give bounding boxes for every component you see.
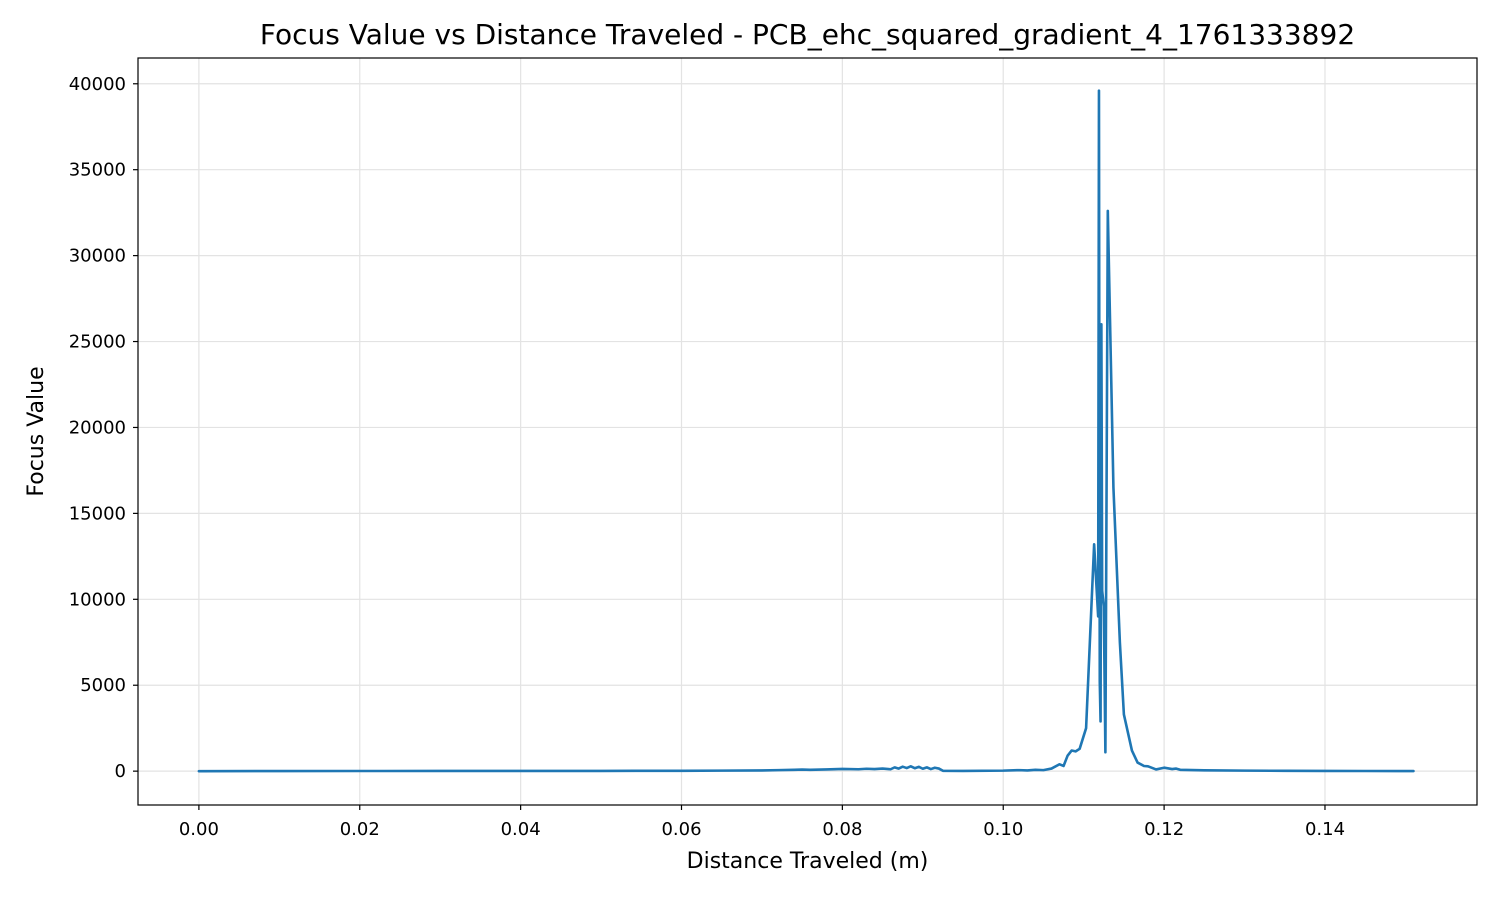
x-tick-label: 0.04: [501, 819, 541, 840]
y-tick-label: 35000: [69, 160, 126, 181]
x-tick-label: 0.12: [1144, 819, 1184, 840]
y-tick-label: 0: [115, 761, 126, 782]
y-axis-label: Focus Value: [24, 366, 49, 496]
x-tick-label: 0.08: [822, 819, 862, 840]
y-tick-label: 15000: [69, 503, 126, 524]
series-layer: [197, 89, 1415, 773]
y-tick-label: 25000: [69, 332, 126, 353]
x-axis-label: Distance Traveled (m): [687, 849, 929, 874]
y-tick-label: 5000: [80, 675, 126, 696]
series-line-0: [197, 89, 1415, 773]
y-tick-label: 20000: [69, 417, 126, 438]
x-tick-label: 0.06: [661, 819, 701, 840]
x-tick-label: 0.00: [179, 819, 219, 840]
x-tick-label: 0.10: [983, 819, 1023, 840]
x-tick-label: 0.14: [1305, 819, 1345, 840]
grid: [138, 58, 1477, 805]
y-tick-label: 40000: [69, 74, 126, 95]
chart-title: Focus Value vs Distance Traveled - PCB_e…: [260, 18, 1355, 51]
y-tick-label: 10000: [69, 589, 126, 610]
y-tick-label: 30000: [69, 246, 126, 267]
plot-frame: [137, 57, 1478, 806]
x-tick-label: 0.02: [340, 819, 380, 840]
ticks: 0.00 0.02 0.04 0.06 0.08 0.10 0.12 0.14 0 5000 100…: [69, 74, 1345, 840]
